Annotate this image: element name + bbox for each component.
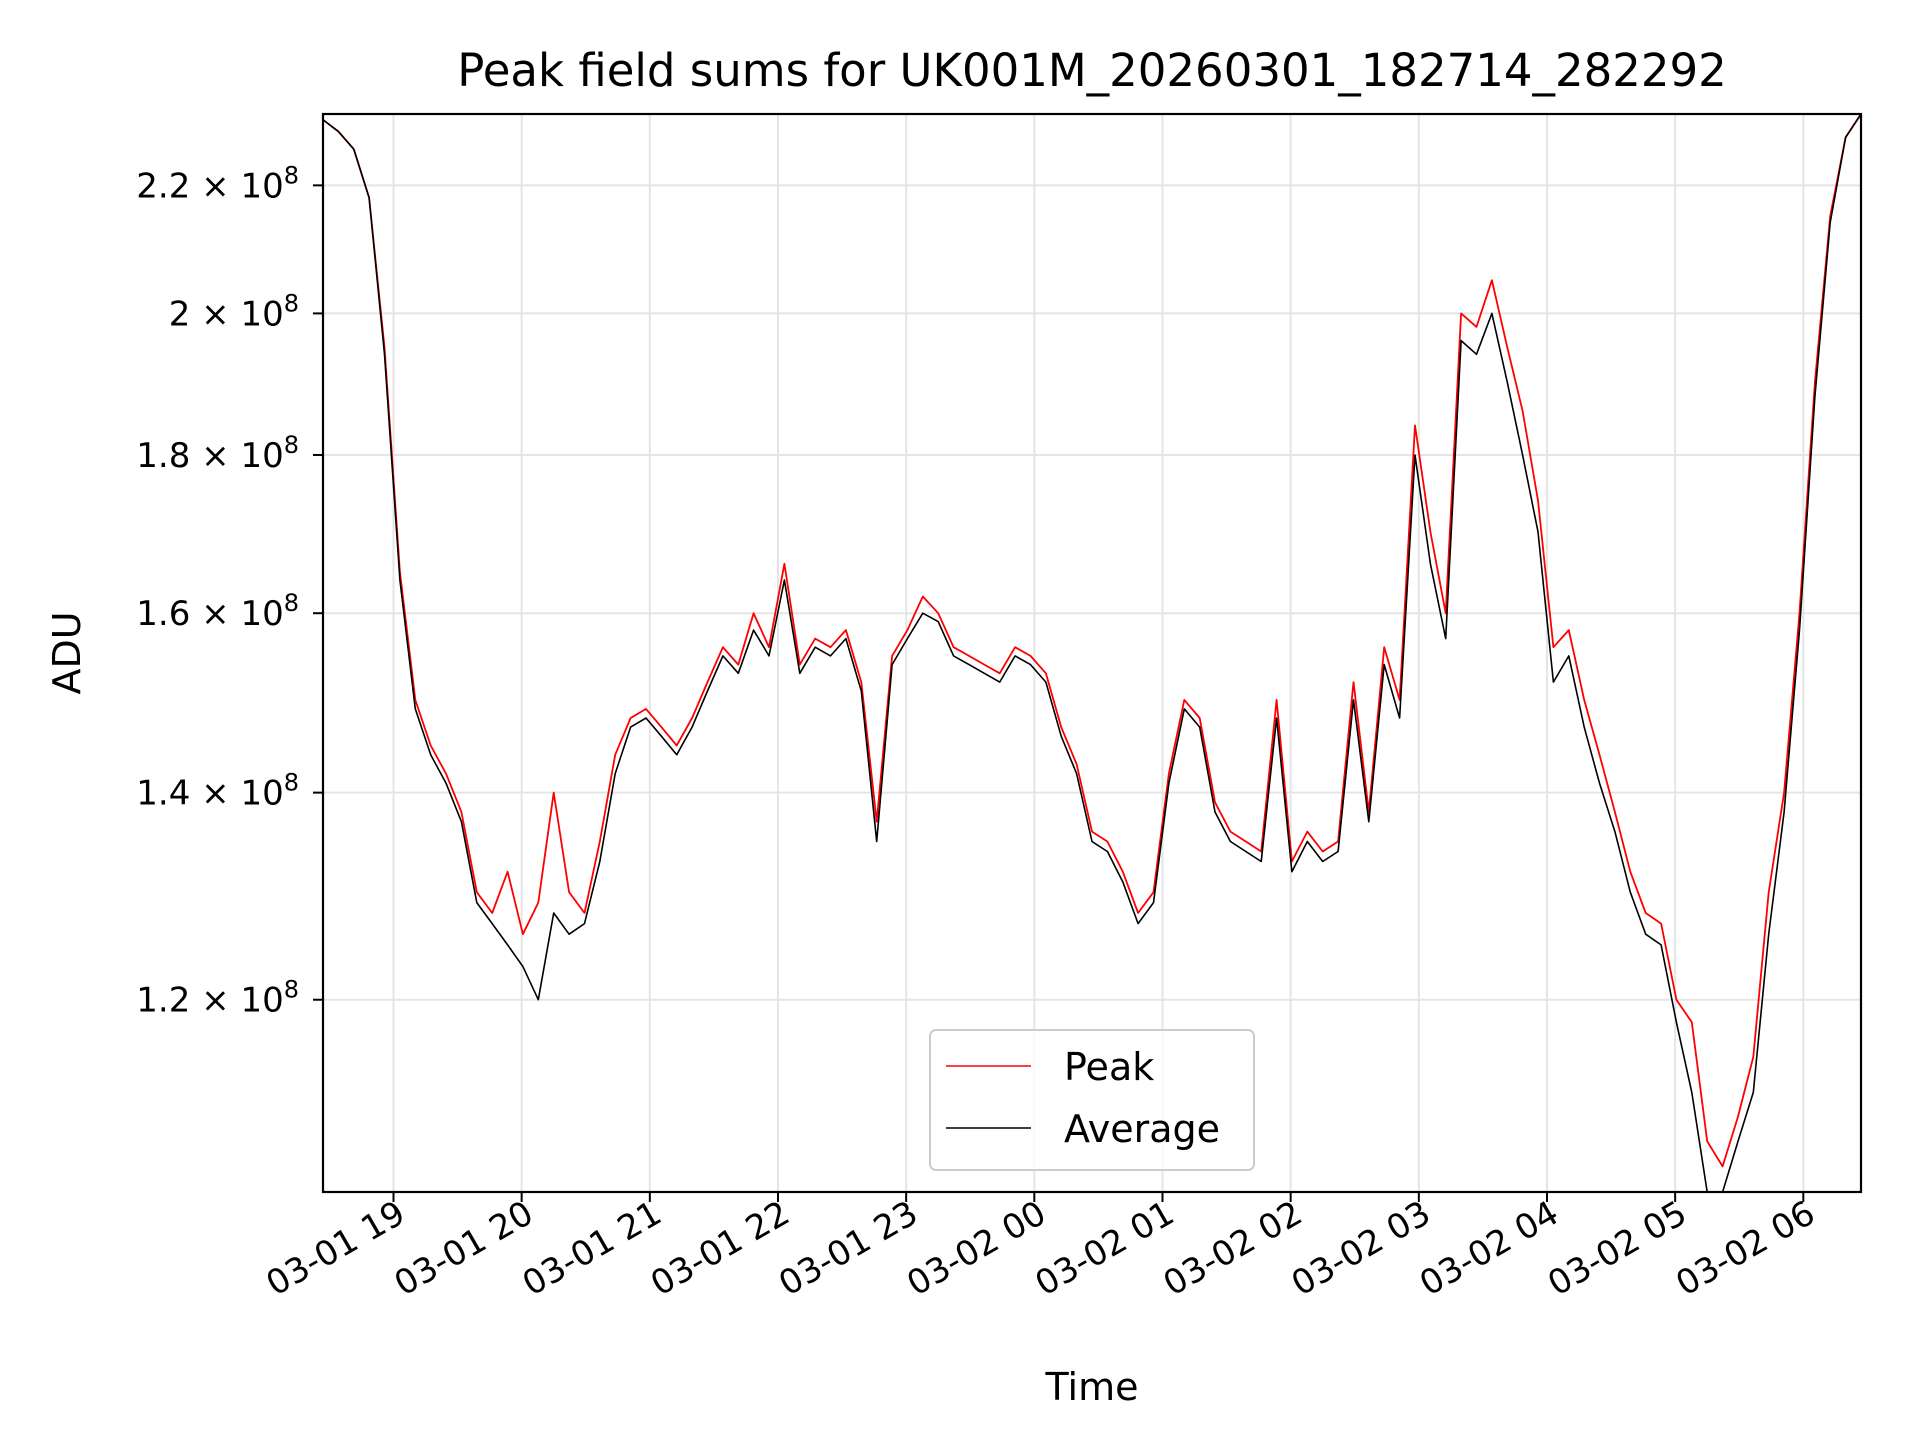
series-line-average: [323, 114, 1861, 1192]
legend-peak-label: Peak: [1064, 1045, 1154, 1089]
y-tick-label: 2 × 108: [169, 289, 299, 334]
y-tick-label: 2.2 × 108: [136, 161, 299, 206]
plot-frame: [321, 112, 1863, 1194]
y-axis-label: ADU: [45, 611, 89, 694]
y-tick-label: 1.8 × 108: [136, 431, 299, 476]
series-layer: [323, 114, 1861, 1192]
y-tick-label: 1.4 × 108: [136, 769, 299, 814]
y-tick-label: 1.6 × 108: [136, 589, 299, 634]
chart-title: Peak field sums for UK001M_20260301_1827…: [457, 44, 1727, 97]
legend-box: [929, 1029, 1255, 1171]
y-axis-ticks: 1.2 × 108 1.4 × 108 1.6 × 108 1.8 × 108 2 × …: [136, 161, 323, 1021]
y-tick-label: 1.2 × 108: [136, 976, 299, 1021]
legend: Peak Average: [929, 1029, 1255, 1171]
series-line-peak: [323, 114, 1861, 1168]
legend-average-label: Average: [1064, 1107, 1220, 1151]
x-axis-label: Time: [1045, 1365, 1139, 1409]
